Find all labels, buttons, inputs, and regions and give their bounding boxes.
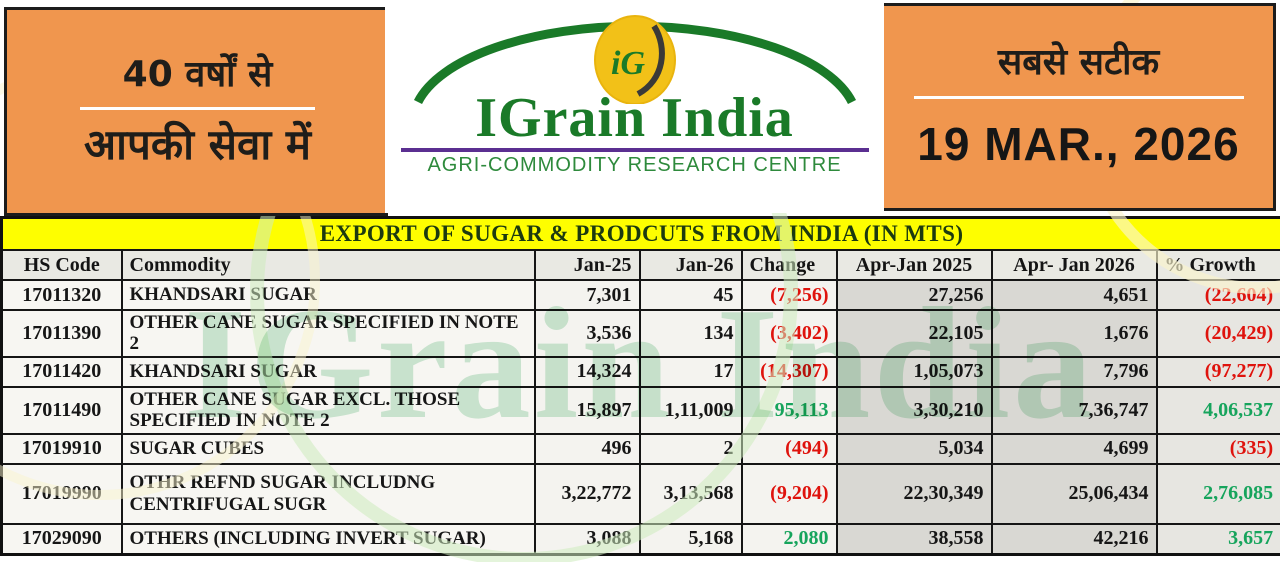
- table-row: 17011320 KHANDSARI SUGAR 7,301 45 (7,256…: [0, 279, 1280, 311]
- logo-monogram: iG: [611, 45, 645, 82]
- table-row: 17019910 SUGAR CUBES 496 2 (494) 5,034 4…: [0, 432, 1280, 465]
- col-header-apr-jan-2026: Apr- Jan 2026: [990, 249, 1158, 281]
- apr-jan-2026-value: 7,796: [990, 355, 1158, 388]
- col-header-change: Change: [740, 249, 838, 281]
- apr-jan-2025-value: 3,30,210: [835, 385, 993, 435]
- commodity: OTHERS (INCLUDING INVERT SUGAR): [120, 522, 536, 556]
- table-title-row: EXPORT OF SUGAR & PRODCUTS FROM INDIA (I…: [0, 216, 1280, 251]
- hs-code: 17011390: [0, 309, 123, 358]
- jan26-value: 134: [638, 309, 743, 358]
- table-title: EXPORT OF SUGAR & PRODCUTS FROM INDIA (I…: [0, 216, 1280, 251]
- export-table: EXPORT OF SUGAR & PRODCUTS FROM INDIA (I…: [0, 216, 1280, 557]
- apr-jan-2026-value: 4,651: [990, 279, 1158, 311]
- igrain-logo: iG IGrain India AGRI-COMMODITY RESEARCH …: [385, 0, 884, 213]
- jan26-value: 2: [638, 432, 743, 465]
- col-header-jan26: Jan-26: [638, 249, 743, 281]
- commodity: OTHR REFND SUGAR INCLUDNG CENTRIFUGAL SU…: [120, 462, 536, 525]
- table-row: 17011420 KHANDSARI SUGAR 14,324 17 (14,3…: [0, 355, 1280, 388]
- growth-value: 4,06,537: [1155, 385, 1280, 435]
- logo-divider: [400, 148, 869, 152]
- apr-jan-2025-value: 38,558: [835, 522, 993, 556]
- growth-value: (97,277): [1155, 355, 1280, 388]
- col-header-jan25: Jan-25: [533, 249, 641, 281]
- jan25-value: 14,324: [533, 355, 641, 388]
- apr-jan-2025-value: 27,256: [835, 279, 993, 311]
- growth-value: (22,604): [1155, 279, 1280, 311]
- commodity: SUGAR CUBES: [120, 432, 536, 465]
- table-header-row: HS Code Commodity Jan-25 Jan-26 Change A…: [0, 249, 1280, 281]
- change-value: (3,402): [740, 309, 838, 358]
- apr-jan-2025-value: 5,034: [835, 432, 993, 465]
- table-row: 17011390 OTHER CANE SUGAR SPECIFIED IN N…: [0, 309, 1280, 358]
- swoosh-icon: [635, 24, 665, 97]
- growth-value: (20,429): [1155, 309, 1280, 358]
- report-date: 19 MAR., 2026: [917, 118, 1240, 171]
- apr-jan-2025-value: 22,30,349: [835, 462, 993, 525]
- jan26-value: 3,13,568: [638, 462, 743, 525]
- change-value: 2,080: [740, 522, 838, 556]
- col-header-growth: % Growth: [1155, 249, 1280, 281]
- growth-value: 3,657: [1155, 522, 1280, 556]
- apr-jan-2025-value: 1,05,073: [835, 355, 993, 388]
- hs-code: 17011320: [0, 279, 123, 311]
- export-table-section: IGrain India EXPORT OF SUGAR & PRODCUTS …: [0, 216, 1280, 562]
- jan26-value: 17: [638, 355, 743, 388]
- commodity: KHANDSARI SUGAR: [120, 279, 536, 311]
- jan25-value: 3,22,772: [533, 462, 641, 525]
- banner-left-line1: 40 वर्षों से: [122, 54, 273, 96]
- jan25-value: 496: [533, 432, 641, 465]
- growth-value: (335): [1155, 432, 1280, 465]
- commodity: KHANDSARI SUGAR: [120, 355, 536, 388]
- apr-jan-2026-value: 1,676: [990, 309, 1158, 358]
- jan26-value: 45: [638, 279, 743, 311]
- change-value: (14,307): [740, 355, 838, 388]
- logo-tagline: AGRI-COMMODITY RESEARCH CENTRE: [427, 154, 842, 176]
- jan25-value: 3,088: [533, 522, 641, 556]
- apr-jan-2025-value: 22,105: [835, 309, 993, 358]
- col-header-apr-jan-2025: Apr-Jan 2025: [835, 249, 993, 281]
- jan26-value: 1,11,009: [638, 385, 743, 435]
- jan25-value: 3,536: [533, 309, 641, 358]
- banner-left-line2: आपकी सेवा में: [84, 119, 311, 169]
- jan26-value: 5,168: [638, 522, 743, 556]
- col-header-hs-code: HS Code: [0, 249, 123, 281]
- table-row: 17029090 OTHERS (INCLUDING INVERT SUGAR)…: [0, 522, 1280, 556]
- hs-code: 17029090: [0, 522, 123, 556]
- commodity: OTHER CANE SUGAR SPECIFIED IN NOTE 2: [120, 309, 536, 358]
- change-value: (7,256): [740, 279, 838, 311]
- banner-right-panel: सबसे सटीक 19 MAR., 2026: [884, 3, 1276, 211]
- apr-jan-2026-value: 7,36,747: [990, 385, 1158, 435]
- commodity: OTHER CANE SUGAR EXCL. THOSE SPECIFIED I…: [120, 385, 536, 435]
- jan25-value: 7,301: [533, 279, 641, 311]
- divider: [80, 106, 315, 110]
- divider: [913, 96, 1244, 100]
- jan25-value: 15,897: [533, 385, 641, 435]
- apr-jan-2026-value: 25,06,434: [990, 462, 1158, 525]
- change-value: 95,113: [740, 385, 838, 435]
- hs-code: 17011490: [0, 385, 123, 435]
- change-value: (494): [740, 432, 838, 465]
- col-header-commodity: Commodity: [120, 249, 536, 281]
- logo-name: IGrain India: [475, 87, 794, 149]
- growth-value: 2,76,085: [1155, 462, 1280, 525]
- banner-left-panel: 40 वर्षों से आपकी सेवा में: [4, 7, 388, 216]
- hs-code: 17019990: [0, 462, 123, 525]
- banner-right-tagline: सबसे सटीक: [997, 41, 1160, 83]
- table-row: 17011490 OTHER CANE SUGAR EXCL. THOSE SP…: [0, 385, 1280, 435]
- table-row: 17019990 OTHR REFND SUGAR INCLUDNG CENTR…: [0, 462, 1280, 525]
- hs-code: 17019910: [0, 432, 123, 465]
- change-value: (9,204): [740, 462, 838, 525]
- apr-jan-2026-value: 42,216: [990, 522, 1158, 556]
- apr-jan-2026-value: 4,699: [990, 432, 1158, 465]
- hs-code: 17011420: [0, 355, 123, 388]
